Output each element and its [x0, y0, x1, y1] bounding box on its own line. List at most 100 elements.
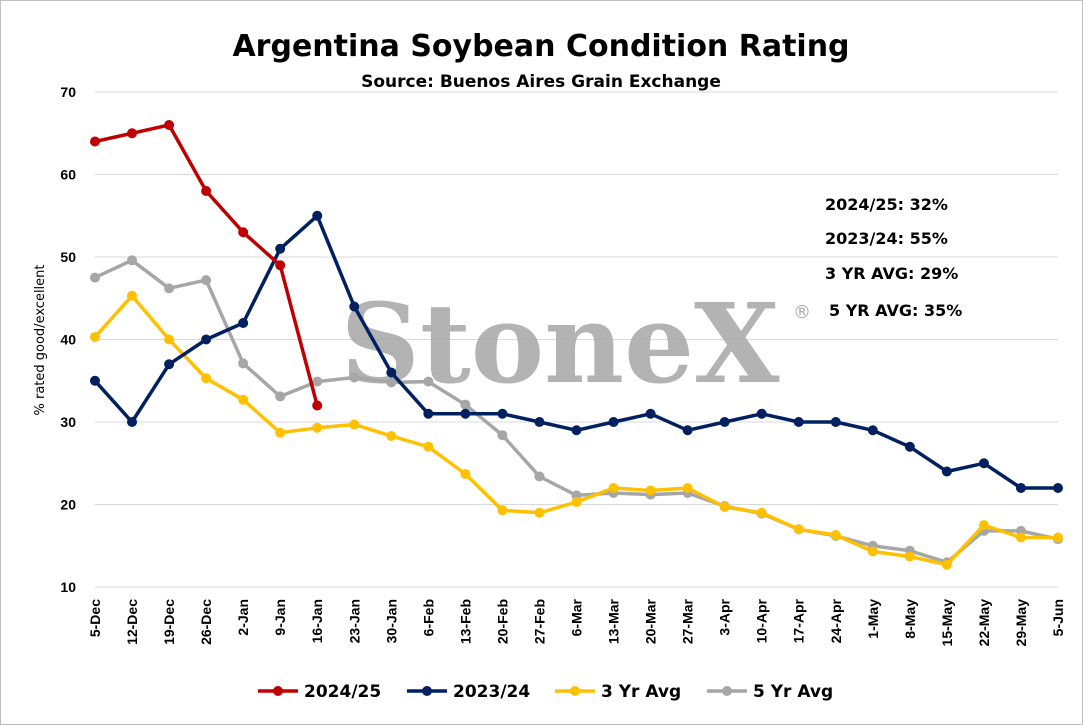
data-point: [312, 400, 323, 411]
data-point: [127, 255, 138, 266]
annotation-box: 2024/25: 32% 2023/24: 55% 3 YR AVG: 29% …: [825, 195, 962, 320]
data-point: [978, 458, 989, 469]
x-tick-label: 13-Mar: [606, 598, 622, 644]
series-2023-24: [90, 210, 1063, 493]
data-point: [608, 417, 619, 427]
data-point: [423, 376, 434, 387]
data-point: [423, 441, 434, 452]
data-point: [386, 377, 397, 388]
legend-swatch-marker: [722, 686, 732, 696]
data-point: [941, 466, 952, 477]
data-point: [164, 334, 175, 345]
x-tick-label: 12-Dec: [124, 599, 140, 645]
data-point: [867, 546, 878, 557]
data-point: [312, 376, 323, 387]
data-point: [275, 427, 286, 438]
series-3-yr-avg: [90, 290, 1063, 570]
annotation-3yr-avg: 3 YR AVG: 29%: [825, 264, 958, 283]
data-point: [275, 243, 286, 254]
y-axis-ticks: 10 20 30 40 50 60 70: [60, 84, 76, 595]
data-point: [127, 290, 138, 301]
data-point: [90, 332, 100, 343]
data-point: [423, 408, 434, 419]
y-tick-label: 50: [60, 249, 76, 265]
annotation-2024-25: 2024/25: 32%: [825, 195, 948, 214]
legend: 2024/25 2023/24 3 Yr Avg 5 Yr Avg: [258, 682, 833, 702]
x-tick-label: 5-Jun: [1050, 599, 1066, 636]
data-point: [904, 551, 915, 562]
x-tick-label: 17-Apr: [791, 598, 807, 643]
data-point: [941, 559, 952, 570]
data-point: [608, 483, 619, 493]
data-point: [349, 372, 360, 383]
x-tick-label: 9-Jan: [272, 599, 288, 636]
data-point: [460, 468, 471, 479]
x-tick-label: 6-Mar: [569, 598, 585, 636]
watermark: StoneX ®: [341, 279, 811, 408]
x-tick-label: 27-Mar: [680, 598, 696, 644]
data-point: [90, 136, 100, 147]
data-point: [238, 358, 249, 369]
data-point: [164, 120, 175, 130]
data-point: [127, 417, 138, 427]
x-tick-label: 1-May: [865, 599, 881, 639]
data-point: [1053, 483, 1063, 493]
data-point: [534, 417, 545, 427]
chart-subtitle: Source: Buenos Aires Grain Exchange: [361, 72, 721, 92]
x-tick-label: 16-Jan: [309, 599, 325, 643]
x-tick-label: 6-Feb: [420, 599, 436, 636]
data-point: [127, 128, 138, 139]
data-point: [460, 399, 471, 410]
data-point: [497, 430, 508, 441]
x-tick-label: 23-Jan: [346, 599, 362, 643]
data-point: [904, 441, 915, 452]
annotation-2023-24: 2023/24: 55%: [825, 229, 948, 248]
legend-item: 5 Yr Avg: [707, 682, 833, 702]
data-point: [793, 417, 804, 427]
data-point: [1053, 532, 1063, 543]
gridlines: [95, 91, 1058, 588]
data-point: [497, 505, 508, 516]
x-tick-label: 29-May: [1013, 599, 1029, 647]
data-point: [571, 425, 582, 436]
x-tick-label: 24-Apr: [828, 598, 844, 643]
data-point: [164, 359, 175, 370]
data-point: [201, 275, 212, 286]
legend-item: 3 Yr Avg: [555, 682, 681, 702]
legend-swatch-marker: [273, 686, 283, 696]
data-point: [830, 417, 841, 427]
watermark-text: StoneX: [341, 279, 781, 408]
data-point: [1015, 532, 1026, 543]
data-point: [201, 373, 212, 384]
data-point: [238, 394, 249, 405]
data-point: [275, 391, 286, 402]
annotation-5yr-avg: 5 YR AVG: 35%: [829, 301, 962, 320]
data-point: [497, 408, 508, 419]
watermark-registered-mark: ®: [793, 302, 811, 323]
data-point: [312, 210, 323, 221]
data-point: [201, 334, 212, 345]
x-tick-label: 3-Apr: [717, 598, 733, 635]
data-point: [534, 471, 545, 482]
data-point: [164, 283, 175, 294]
chart-title: Argentina Soybean Condition Rating: [232, 29, 849, 64]
data-point: [238, 227, 249, 238]
data-point: [719, 501, 730, 512]
data-point: [793, 524, 804, 535]
legend-swatch-marker: [570, 686, 580, 696]
y-tick-label: 70: [60, 84, 76, 100]
data-point: [386, 431, 397, 442]
x-tick-label: 19-Dec: [161, 599, 177, 645]
x-tick-label: 22-May: [976, 599, 992, 647]
x-tick-label: 2-Jan: [235, 599, 251, 636]
legend-label: 3 Yr Avg: [601, 682, 681, 702]
y-tick-label: 20: [60, 497, 76, 513]
data-point: [90, 272, 100, 283]
y-axis-label: % rated good/excellent: [33, 264, 48, 415]
x-tick-label: 8-May: [902, 599, 918, 639]
x-axis-ticks: 5-Dec 12-Dec 19-Dec 26-Dec 2-Jan 9-Jan 16-Jan 2…: [87, 598, 1066, 646]
series-2024-25: [90, 120, 323, 411]
data-point: [682, 483, 693, 493]
data-point: [90, 375, 100, 386]
